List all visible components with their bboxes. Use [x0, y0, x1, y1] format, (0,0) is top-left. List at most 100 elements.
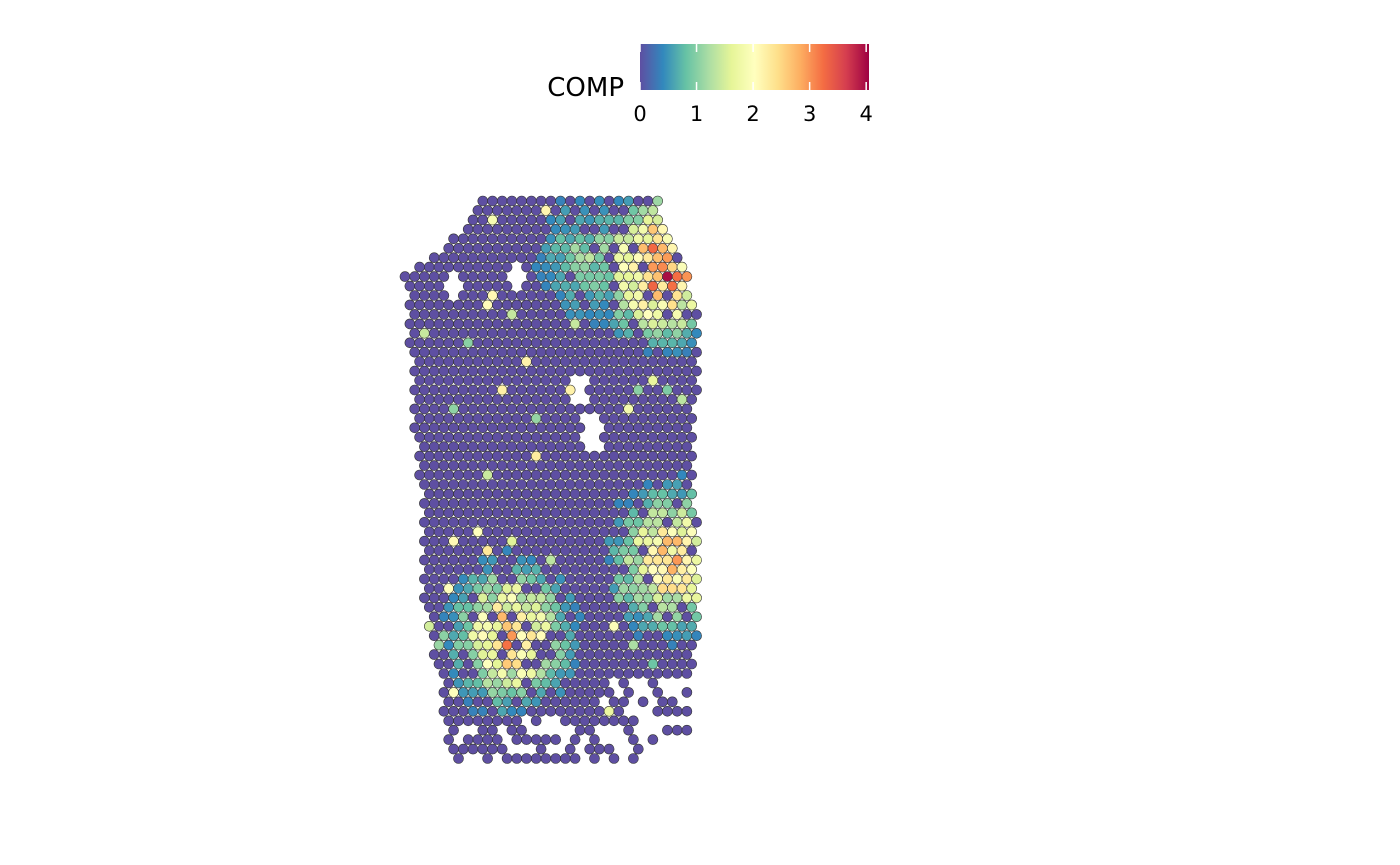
spot-point: [681, 573, 693, 585]
spot-point: [545, 309, 557, 320]
spot-point: [671, 516, 683, 528]
spot-point: [569, 507, 581, 519]
spot-point: [662, 573, 673, 585]
spot-point: [433, 450, 445, 462]
spot-point: [516, 554, 527, 566]
spot-point: [467, 611, 479, 623]
spot-point: [647, 488, 659, 500]
spot-point: [657, 450, 668, 462]
spot-point: [496, 327, 508, 339]
spot-point: [550, 639, 562, 651]
spot-point: [491, 243, 503, 254]
spot-point: [632, 592, 644, 604]
spot-point: [423, 394, 435, 405]
spot-point: [676, 450, 688, 462]
spot-point: [666, 243, 678, 254]
spot-point: [564, 611, 576, 623]
spot-point: [477, 687, 489, 698]
spot-point: [647, 677, 659, 689]
spot-point: [652, 460, 664, 471]
spot-point: [662, 290, 673, 301]
spot-point: [545, 554, 557, 566]
spot-point: [448, 630, 459, 642]
spot-point: [414, 394, 425, 405]
spot-point: [589, 488, 600, 500]
spot-point: [462, 394, 474, 405]
spot-point: [516, 290, 527, 301]
spot-point: [560, 639, 571, 651]
spot-point: [457, 554, 469, 566]
spot-point: [477, 290, 489, 301]
spot-point: [472, 375, 484, 386]
spot-point: [467, 441, 479, 453]
spot-point: [662, 516, 673, 528]
spot-point: [555, 630, 566, 642]
spot-point: [443, 375, 455, 386]
spot-point: [569, 564, 581, 575]
spot-point: [419, 554, 430, 566]
spot-point: [574, 668, 586, 679]
spot-point: [598, 299, 610, 311]
spot-point: [594, 668, 605, 679]
spot-point: [423, 280, 435, 292]
spot-point: [448, 327, 459, 339]
spot-point: [423, 318, 435, 330]
spot-point: [642, 271, 654, 282]
spot-point: [467, 630, 479, 642]
spot-point: [628, 583, 639, 594]
spot-point: [652, 630, 664, 642]
spot-point: [423, 564, 435, 575]
spot-point: [632, 554, 644, 566]
spot-point: [526, 649, 537, 660]
spot-point: [574, 271, 586, 282]
spot-point: [462, 375, 474, 386]
spot-point: [603, 422, 615, 434]
spot-point: [613, 479, 625, 490]
spot-point: [569, 356, 581, 367]
spot-point: [443, 658, 455, 670]
spot-point: [496, 592, 508, 604]
spot-point: [613, 271, 625, 282]
spot-point: [521, 507, 532, 519]
spot-point: [589, 507, 600, 519]
spot-point: [530, 639, 542, 651]
spot-point: [501, 677, 513, 689]
spot-point: [438, 271, 450, 282]
spot-point: [501, 394, 513, 405]
spot-point: [681, 403, 693, 415]
spot-point: [545, 403, 557, 415]
spot-point: [579, 205, 591, 216]
spot-point: [652, 554, 664, 566]
spot-point: [516, 422, 527, 434]
spot-point: [623, 327, 634, 339]
spot-point: [652, 535, 664, 547]
spot-point: [472, 715, 484, 727]
spot-point: [671, 271, 683, 282]
spot-point: [516, 195, 527, 207]
spot-point: [550, 620, 562, 632]
spot-point: [496, 422, 508, 434]
spot-point: [550, 734, 562, 745]
spot-point: [603, 611, 615, 623]
spot-point: [457, 422, 469, 434]
spot-point: [506, 479, 518, 490]
spot-point: [419, 573, 430, 585]
spot-point: [642, 649, 654, 660]
spot-point: [482, 734, 493, 745]
spot-point: [472, 280, 484, 292]
spot-point: [584, 365, 596, 377]
spot-point: [560, 564, 571, 575]
spot-point: [632, 649, 644, 660]
spot-point: [594, 573, 605, 585]
spot-point: [535, 535, 547, 547]
spot-point: [496, 195, 508, 207]
spot-point: [623, 498, 634, 509]
spot-point: [419, 592, 430, 604]
spot-point: [598, 394, 610, 405]
spot-point: [666, 413, 678, 424]
spot-point: [482, 696, 493, 708]
spot-point: [584, 498, 596, 509]
spot-point: [482, 715, 493, 727]
spot-point: [662, 724, 673, 736]
spot-point: [506, 252, 518, 264]
